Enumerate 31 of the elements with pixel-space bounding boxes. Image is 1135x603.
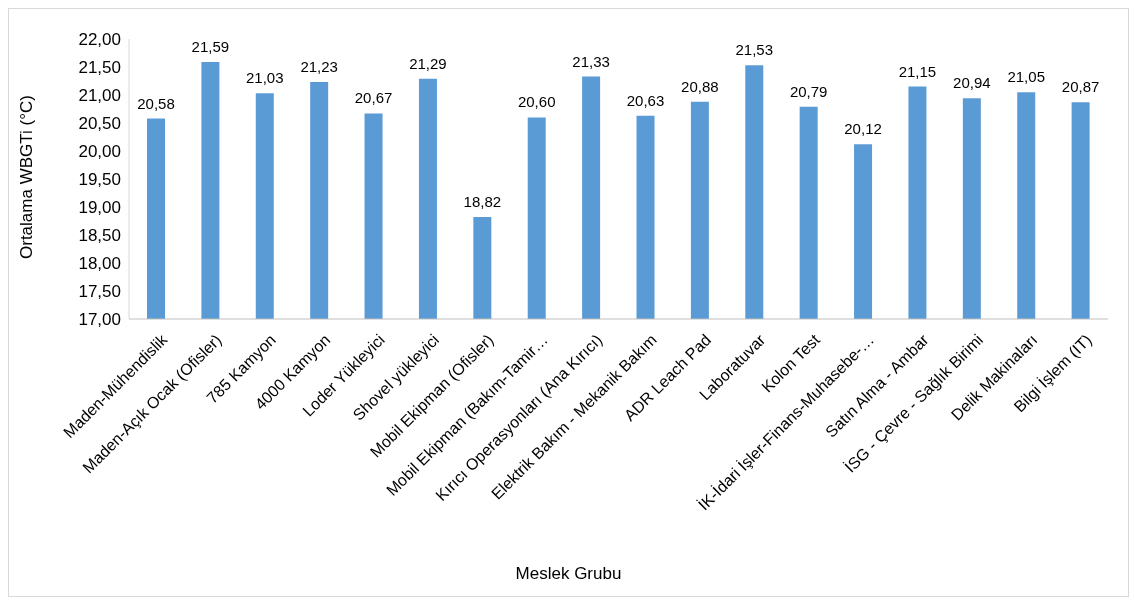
y-axis-title: Ortalama WBGTi (°C) bbox=[17, 95, 37, 259]
data-label: 20,58 bbox=[137, 94, 175, 112]
data-label: 18,82 bbox=[463, 193, 502, 211]
y-tick-label: 19,50 bbox=[78, 170, 121, 190]
y-tick-label: 22,00 bbox=[78, 30, 121, 50]
y-tick-label: 18,50 bbox=[78, 226, 121, 246]
data-label: 21,03 bbox=[246, 69, 284, 87]
data-label: 21,33 bbox=[572, 52, 610, 70]
y-tick-label: 21,50 bbox=[78, 58, 121, 78]
data-label: 20,79 bbox=[789, 82, 828, 100]
y-tick-label: 20,50 bbox=[78, 114, 121, 134]
data-label: 21,23 bbox=[300, 58, 338, 76]
data-label: 21,05 bbox=[1007, 68, 1045, 86]
data-label: 21,15 bbox=[898, 62, 937, 80]
data-label: 21,53 bbox=[735, 41, 774, 59]
y-tick-label: 19,00 bbox=[78, 198, 121, 218]
y-tick-label: 20,00 bbox=[78, 142, 121, 162]
y-tick-label: 21,00 bbox=[78, 86, 121, 106]
data-label: 20,88 bbox=[681, 77, 719, 95]
y-tick-label: 17,50 bbox=[78, 282, 121, 302]
y-tick-label: 17,00 bbox=[78, 310, 121, 330]
x-axis-title: Meslek Grubu bbox=[514, 564, 623, 584]
data-label: 20,12 bbox=[844, 120, 882, 138]
data-label: 21,29 bbox=[409, 54, 447, 72]
data-label: 20,60 bbox=[517, 93, 556, 111]
data-label: 20,87 bbox=[1061, 78, 1100, 96]
data-label: 20,63 bbox=[626, 91, 665, 109]
data-label: 20,94 bbox=[953, 74, 991, 92]
data-label: 20,67 bbox=[354, 89, 393, 107]
data-label: 21,59 bbox=[191, 37, 230, 55]
y-tick-label: 18,00 bbox=[78, 254, 121, 274]
